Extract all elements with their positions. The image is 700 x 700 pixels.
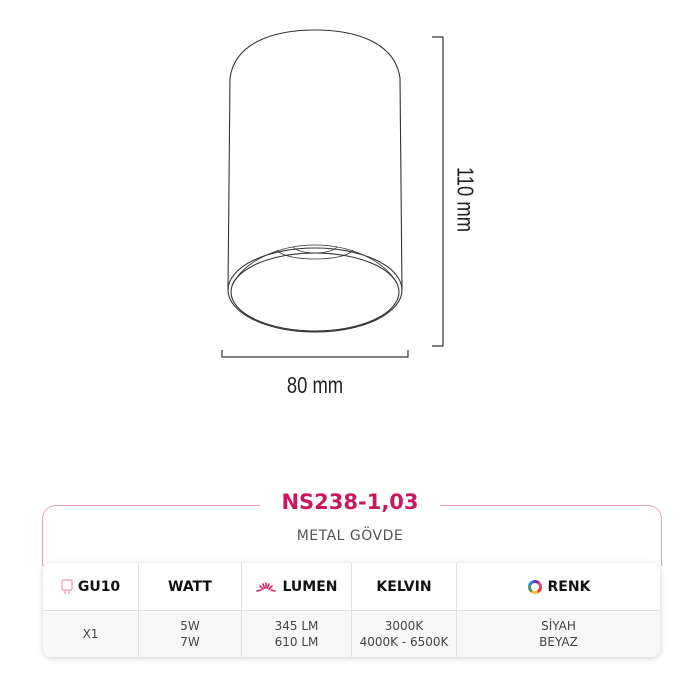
- cell-lumen: 345 LM 610 LM: [242, 611, 352, 657]
- header-kelvin: KELVIN: [352, 563, 457, 611]
- header-watt: WATT: [139, 563, 242, 611]
- width-label: 80 mm: [286, 372, 344, 398]
- cell-kelvin: 3000K 4000K - 6500K: [352, 611, 457, 657]
- product-subtitle: METAL GÖVDE: [296, 528, 404, 544]
- height-dimension-line: [432, 36, 444, 347]
- light-rays-icon: [256, 581, 277, 592]
- height-label: 110 mm: [452, 166, 479, 233]
- cylinder-body: [227, 29, 403, 291]
- header-gu10: GU10: [43, 563, 139, 611]
- product-code: NS238-1,03: [260, 490, 440, 514]
- color-wheel-icon: [527, 579, 542, 594]
- spec-table: GU10 WATT LUMEN KELVIN RENK X1 5W 7W 345 …: [43, 563, 660, 657]
- reflector-inner: [231, 244, 399, 286]
- bulb-socket-icon: [61, 578, 73, 594]
- width-dimension-line: [221, 350, 409, 358]
- header-lumen: LUMEN: [242, 563, 352, 611]
- cell-renk: SİYAH BEYAZ: [457, 611, 660, 657]
- header-renk: RENK: [457, 563, 660, 611]
- cell-watt: 5W 7W: [139, 611, 242, 657]
- cell-gu10: X1: [43, 611, 139, 657]
- cylinder-opening: [227, 247, 403, 333]
